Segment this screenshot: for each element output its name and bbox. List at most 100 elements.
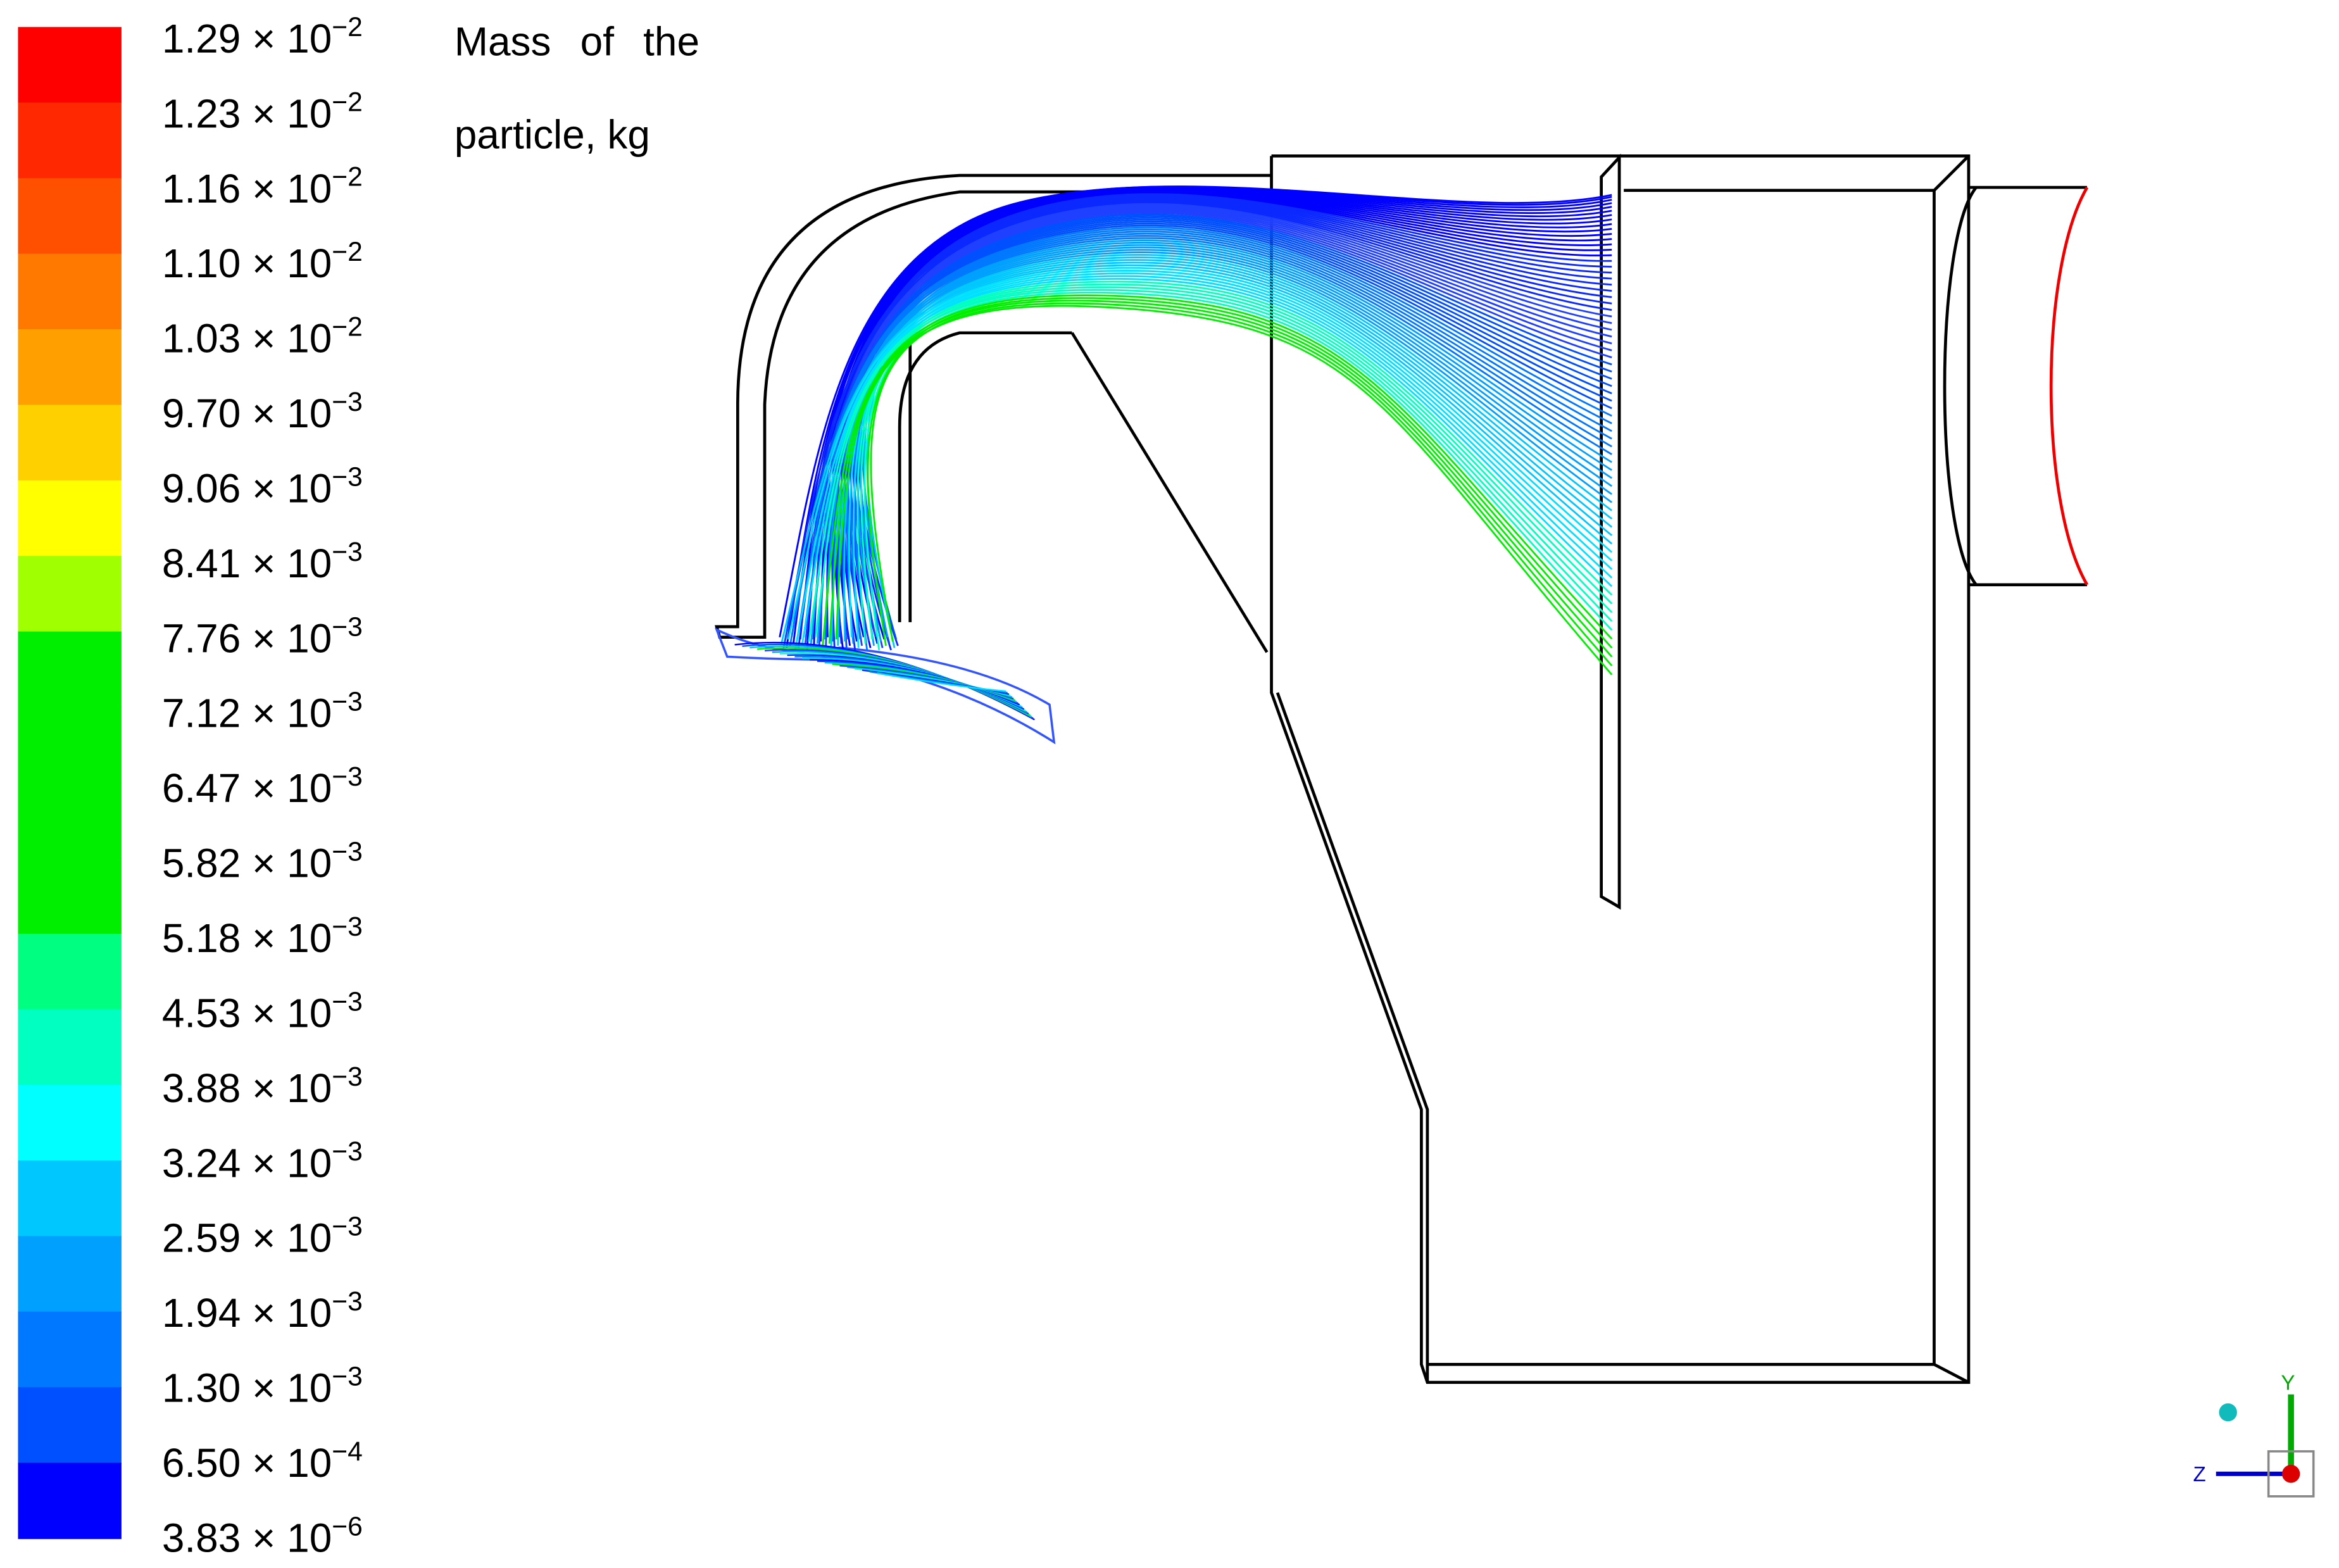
colorbar-label: 8.41 × 10−3 [162, 537, 363, 586]
legend: 1.29 × 10−21.23 × 10−21.16 × 10−21.10 × … [18, 12, 363, 1560]
particle-track [860, 286, 1613, 640]
label-exponent: −2 [332, 312, 363, 342]
axis-triad: Y Z [2193, 1372, 2315, 1498]
particle-track [870, 302, 1613, 667]
label-exponent: −3 [332, 986, 363, 1017]
label-exponent: −3 [332, 1212, 363, 1242]
label-exponent: −3 [332, 537, 363, 567]
particle-track [863, 291, 1613, 651]
colorbar-band [18, 1160, 122, 1237]
colorbar-label: 9.70 × 10−3 [162, 387, 363, 436]
label-exponent: −3 [332, 762, 363, 792]
particle-track [757, 647, 1031, 716]
particle-track [877, 672, 1006, 693]
particle-tracks [734, 185, 1613, 720]
particle-track [787, 654, 1025, 710]
particle-track [853, 237, 1612, 651]
colorbar-label: 1.23 × 10−2 [162, 87, 363, 136]
triad-y-label: Y [2281, 1372, 2295, 1395]
triad-z-label: Z [2193, 1463, 2206, 1486]
label-mantissa: 1.94 × 10 [162, 1290, 332, 1336]
particle-track [779, 652, 1026, 712]
label-mantissa: 5.18 × 10 [162, 915, 332, 961]
particle-track [852, 275, 1613, 648]
colorbar-band [18, 631, 122, 708]
label-exponent: −3 [332, 912, 363, 942]
label-mantissa: 1.30 × 10 [162, 1365, 332, 1411]
geometry [714, 153, 2089, 1384]
label-mantissa: 1.23 × 10 [162, 91, 332, 136]
particle-track [808, 283, 1613, 642]
particle-track [837, 259, 1613, 646]
label-mantissa: 9.06 × 10 [162, 465, 332, 511]
particle-track [803, 235, 1612, 637]
particle-track [784, 197, 1612, 642]
label-exponent: −6 [332, 1511, 363, 1541]
label-exponent: −2 [332, 87, 363, 117]
label-exponent: −4 [332, 1436, 363, 1467]
particle-track [863, 251, 1613, 637]
particle-track [860, 246, 1613, 642]
label-mantissa: 5.82 × 10 [162, 841, 332, 886]
colorbar-band [18, 934, 122, 1010]
colorbar-band [18, 103, 122, 179]
label-exponent: −3 [332, 1136, 363, 1167]
particle-track [835, 304, 1613, 675]
label-mantissa: 6.47 × 10 [162, 765, 332, 811]
triad-x-axis [2281, 1465, 2300, 1483]
colorbar-band [18, 1387, 122, 1464]
particle-track [781, 261, 1613, 644]
particle-track [787, 267, 1613, 640]
colorbar-label: 9.06 × 10−3 [162, 461, 363, 511]
label-exponent: −3 [332, 387, 363, 417]
label-exponent: −2 [332, 237, 363, 267]
colorbar-band [18, 329, 122, 406]
particle-track [866, 256, 1613, 648]
colorbar-band [18, 1462, 122, 1540]
colorbar-label: 7.12 × 10−3 [162, 687, 363, 736]
colorbar-label: 3.88 × 10−3 [162, 1062, 363, 1111]
label-mantissa: 8.41 × 10 [162, 541, 332, 586]
particle-track [791, 199, 1612, 637]
colorbar-band [18, 706, 122, 784]
colorbar-label: 3.24 × 10−3 [162, 1136, 363, 1186]
colorbar-band [18, 556, 122, 632]
colorbar-label: 7.76 × 10−3 [162, 612, 363, 661]
label-exponent: −3 [332, 1362, 363, 1392]
particle-track [848, 270, 1613, 637]
colorbar-band [18, 27, 122, 104]
colorbar-band [18, 480, 122, 557]
label-mantissa: 3.24 × 10 [162, 1140, 332, 1186]
label-exponent: −3 [332, 1286, 363, 1317]
label-mantissa: 9.70 × 10 [162, 391, 332, 436]
label-mantissa: 3.88 × 10 [162, 1065, 332, 1111]
label-exponent: −3 [332, 687, 363, 717]
colorbar-label: 1.03 × 10−2 [162, 312, 363, 361]
colorbar-band [18, 253, 122, 330]
colorbar-band [18, 405, 122, 482]
particle-track [867, 297, 1613, 649]
label-mantissa: 6.50 × 10 [162, 1440, 332, 1486]
colorbar-label: 6.47 × 10−3 [162, 762, 363, 811]
colorbar-band [18, 1236, 122, 1313]
label-mantissa: 1.16 × 10 [162, 166, 332, 211]
colorbar-label: 2.59 × 10−3 [162, 1212, 363, 1261]
label-exponent: −3 [332, 837, 363, 867]
label-exponent: −3 [332, 461, 363, 492]
triad-box [2267, 1450, 2315, 1498]
colorbar-label: 1.94 × 10−3 [162, 1286, 363, 1336]
colorbar-band [18, 858, 122, 935]
particle-track [782, 222, 1612, 651]
colorbar-label: 5.18 × 10−3 [162, 912, 363, 961]
label-exponent: −2 [332, 162, 363, 192]
particle-track [828, 299, 1613, 658]
label-mantissa: 1.03 × 10 [162, 316, 332, 361]
label-mantissa: 7.76 × 10 [162, 615, 332, 661]
colorbar-label: 1.10 × 10−2 [162, 237, 363, 286]
colorbar-label: 1.30 × 10−3 [162, 1362, 363, 1411]
particle-track [794, 272, 1613, 651]
colorbar-label: 1.29 × 10−2 [162, 12, 363, 61]
colorbar-band [18, 1084, 122, 1162]
